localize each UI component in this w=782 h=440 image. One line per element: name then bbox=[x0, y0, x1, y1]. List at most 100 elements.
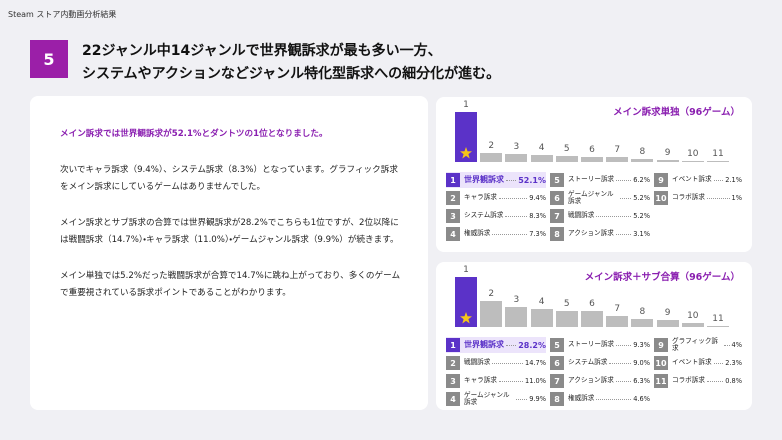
bar bbox=[606, 315, 629, 327]
bar-rank: 6 bbox=[589, 145, 595, 155]
legend-rank: 5 bbox=[550, 338, 564, 352]
legend-item: 3 キャラ訴求 11.0% bbox=[446, 373, 546, 389]
legend-item: 2 キャラ訴求 9.4% bbox=[446, 190, 546, 206]
bar-rank: 1 bbox=[463, 100, 469, 110]
legend-rank: 9 bbox=[654, 338, 668, 352]
legend-rank: 3 bbox=[446, 209, 460, 223]
legend-name: キャラ訴求 bbox=[464, 193, 497, 202]
bar bbox=[656, 159, 679, 162]
leader bbox=[596, 215, 632, 217]
legend-value: 7.3% bbox=[529, 230, 546, 238]
bar bbox=[631, 318, 654, 327]
legend-name: キャラ訴求 bbox=[464, 376, 497, 385]
legend-rank: 1 bbox=[446, 173, 460, 187]
leader bbox=[620, 197, 632, 199]
legend-name: アクション訴求 bbox=[568, 376, 614, 385]
legend-name: ストーリー訴求 bbox=[568, 340, 615, 349]
legend-rank: 11 bbox=[654, 374, 668, 388]
paragraph: メイン訴求とサブ訴求の合算では世界観訴求が28.2%でこちらも1位ですが、2位以… bbox=[60, 218, 399, 245]
legend-item: 8 権威訴求 4.6% bbox=[550, 391, 650, 407]
bar-rank: 9 bbox=[664, 307, 671, 318]
bar bbox=[505, 154, 528, 162]
legend-item: 5 ストーリー訴求 9.3% bbox=[550, 337, 650, 353]
star-icon bbox=[460, 312, 472, 324]
legend-value: 14.7% bbox=[525, 359, 546, 367]
bar bbox=[581, 157, 603, 162]
bar-rank: 10 bbox=[687, 149, 699, 160]
leader bbox=[492, 362, 524, 364]
legend-name: イベント訴求 bbox=[672, 175, 712, 184]
leader bbox=[706, 380, 724, 382]
legend-name: システム訴求 bbox=[464, 211, 504, 220]
legend-item: 4 ゲームジャンル訴求 9.9% bbox=[446, 391, 546, 407]
legend-item: 4 権威訴求 7.3% bbox=[446, 226, 546, 242]
legend-name: アクション訴求 bbox=[568, 229, 614, 238]
legend-name: グラフィック訴求 bbox=[672, 336, 719, 352]
leader bbox=[713, 362, 724, 364]
legend-item: 9 イベント訴求 2.1% bbox=[654, 172, 742, 188]
legend-item: 6 システム訴求 9.0% bbox=[550, 355, 650, 371]
legend-rank: 4 bbox=[446, 392, 460, 406]
legend-value: 4.6% bbox=[633, 395, 650, 403]
text-card bbox=[30, 96, 428, 410]
legend-value: 8.3% bbox=[529, 212, 546, 220]
legend-item: 11 コラボ訴求 0.8% bbox=[654, 373, 742, 389]
leader bbox=[616, 344, 632, 346]
legend-value: 9.3% bbox=[633, 341, 650, 349]
bar bbox=[530, 309, 553, 327]
paragraph: メイン単独では5.2%だった戦闘訴求が合算で14.7%に跳ね上がっており、多くの… bbox=[60, 271, 401, 298]
legend-item: 1 世界観訴求 28.2% bbox=[446, 337, 546, 353]
page-label: Steam ストア内動画分析結果 bbox=[8, 10, 117, 19]
legend-value: 9.0% bbox=[633, 359, 650, 367]
bar-rank: 8 bbox=[639, 306, 646, 317]
legend-name: イベント訴求 bbox=[672, 358, 712, 367]
bar-rank: 5 bbox=[563, 298, 570, 309]
bar-rank: 7 bbox=[614, 303, 621, 314]
legend-rank: 9 bbox=[654, 173, 668, 187]
bar bbox=[631, 159, 654, 162]
legend-rank: 10 bbox=[654, 191, 668, 205]
legend-rank: 6 bbox=[550, 191, 564, 205]
chart-title: メイン訴求単独（96ゲーム） bbox=[613, 107, 740, 118]
bar bbox=[707, 325, 729, 327]
bar bbox=[480, 300, 503, 327]
legend-name: 戦闘訴求 bbox=[568, 211, 595, 220]
legend-value: 5.2% bbox=[633, 212, 650, 220]
paragraph: 次いでキャラ訴求（9.4%）、システム訴求（8.3%）となっています。グラフィッ… bbox=[60, 165, 398, 192]
leader bbox=[506, 179, 517, 181]
legend-name: コラボ訴求 bbox=[672, 376, 705, 385]
legend-rank: 6 bbox=[550, 356, 564, 370]
leader bbox=[724, 344, 730, 346]
legend-rank: 2 bbox=[446, 191, 460, 205]
bar bbox=[455, 277, 477, 327]
legend-value: 9.4% bbox=[529, 194, 546, 202]
legend-item: 6 ゲームジャンル訴求 5.2% bbox=[550, 190, 650, 206]
legend-rank: 7 bbox=[550, 209, 564, 223]
legend-value: 52.1% bbox=[518, 175, 546, 185]
bar-rank: 11 bbox=[712, 149, 724, 160]
legend-value: 1% bbox=[731, 194, 742, 202]
star bbox=[460, 312, 472, 324]
bar-rank: 1 bbox=[463, 265, 469, 275]
legend-name: 権威訴求 bbox=[464, 229, 491, 238]
title-line: システムやアクションなどジャンル特化型訴求への細分化が進む。 bbox=[82, 66, 501, 82]
legend-name: ゲームジャンル訴求 bbox=[568, 189, 614, 205]
leader bbox=[505, 215, 528, 217]
bar-rank: 7 bbox=[614, 145, 621, 155]
legend-name: 世界観訴求 bbox=[464, 340, 504, 350]
bar-rank: 11 bbox=[712, 313, 724, 324]
leader bbox=[596, 398, 632, 400]
legend-item: 1 世界観訴求 52.1% bbox=[446, 172, 546, 188]
paragraph: メイン訴求では世界観訴求が52.1%とダントツの1位となりました。 bbox=[60, 129, 328, 139]
leader bbox=[615, 380, 632, 382]
bar bbox=[505, 307, 528, 327]
legend-name: システム訴求 bbox=[568, 358, 608, 367]
legend-name: 権威訴求 bbox=[568, 394, 595, 403]
bar bbox=[681, 161, 704, 162]
bar bbox=[480, 152, 503, 162]
legend-rank: 8 bbox=[550, 227, 564, 241]
legend-rank: 10 bbox=[654, 356, 668, 370]
title-line: 22ジャンル中14ジャンルで世界観訴求が最も多い一方、 bbox=[82, 43, 442, 59]
legend-value: 3.1% bbox=[633, 230, 650, 238]
